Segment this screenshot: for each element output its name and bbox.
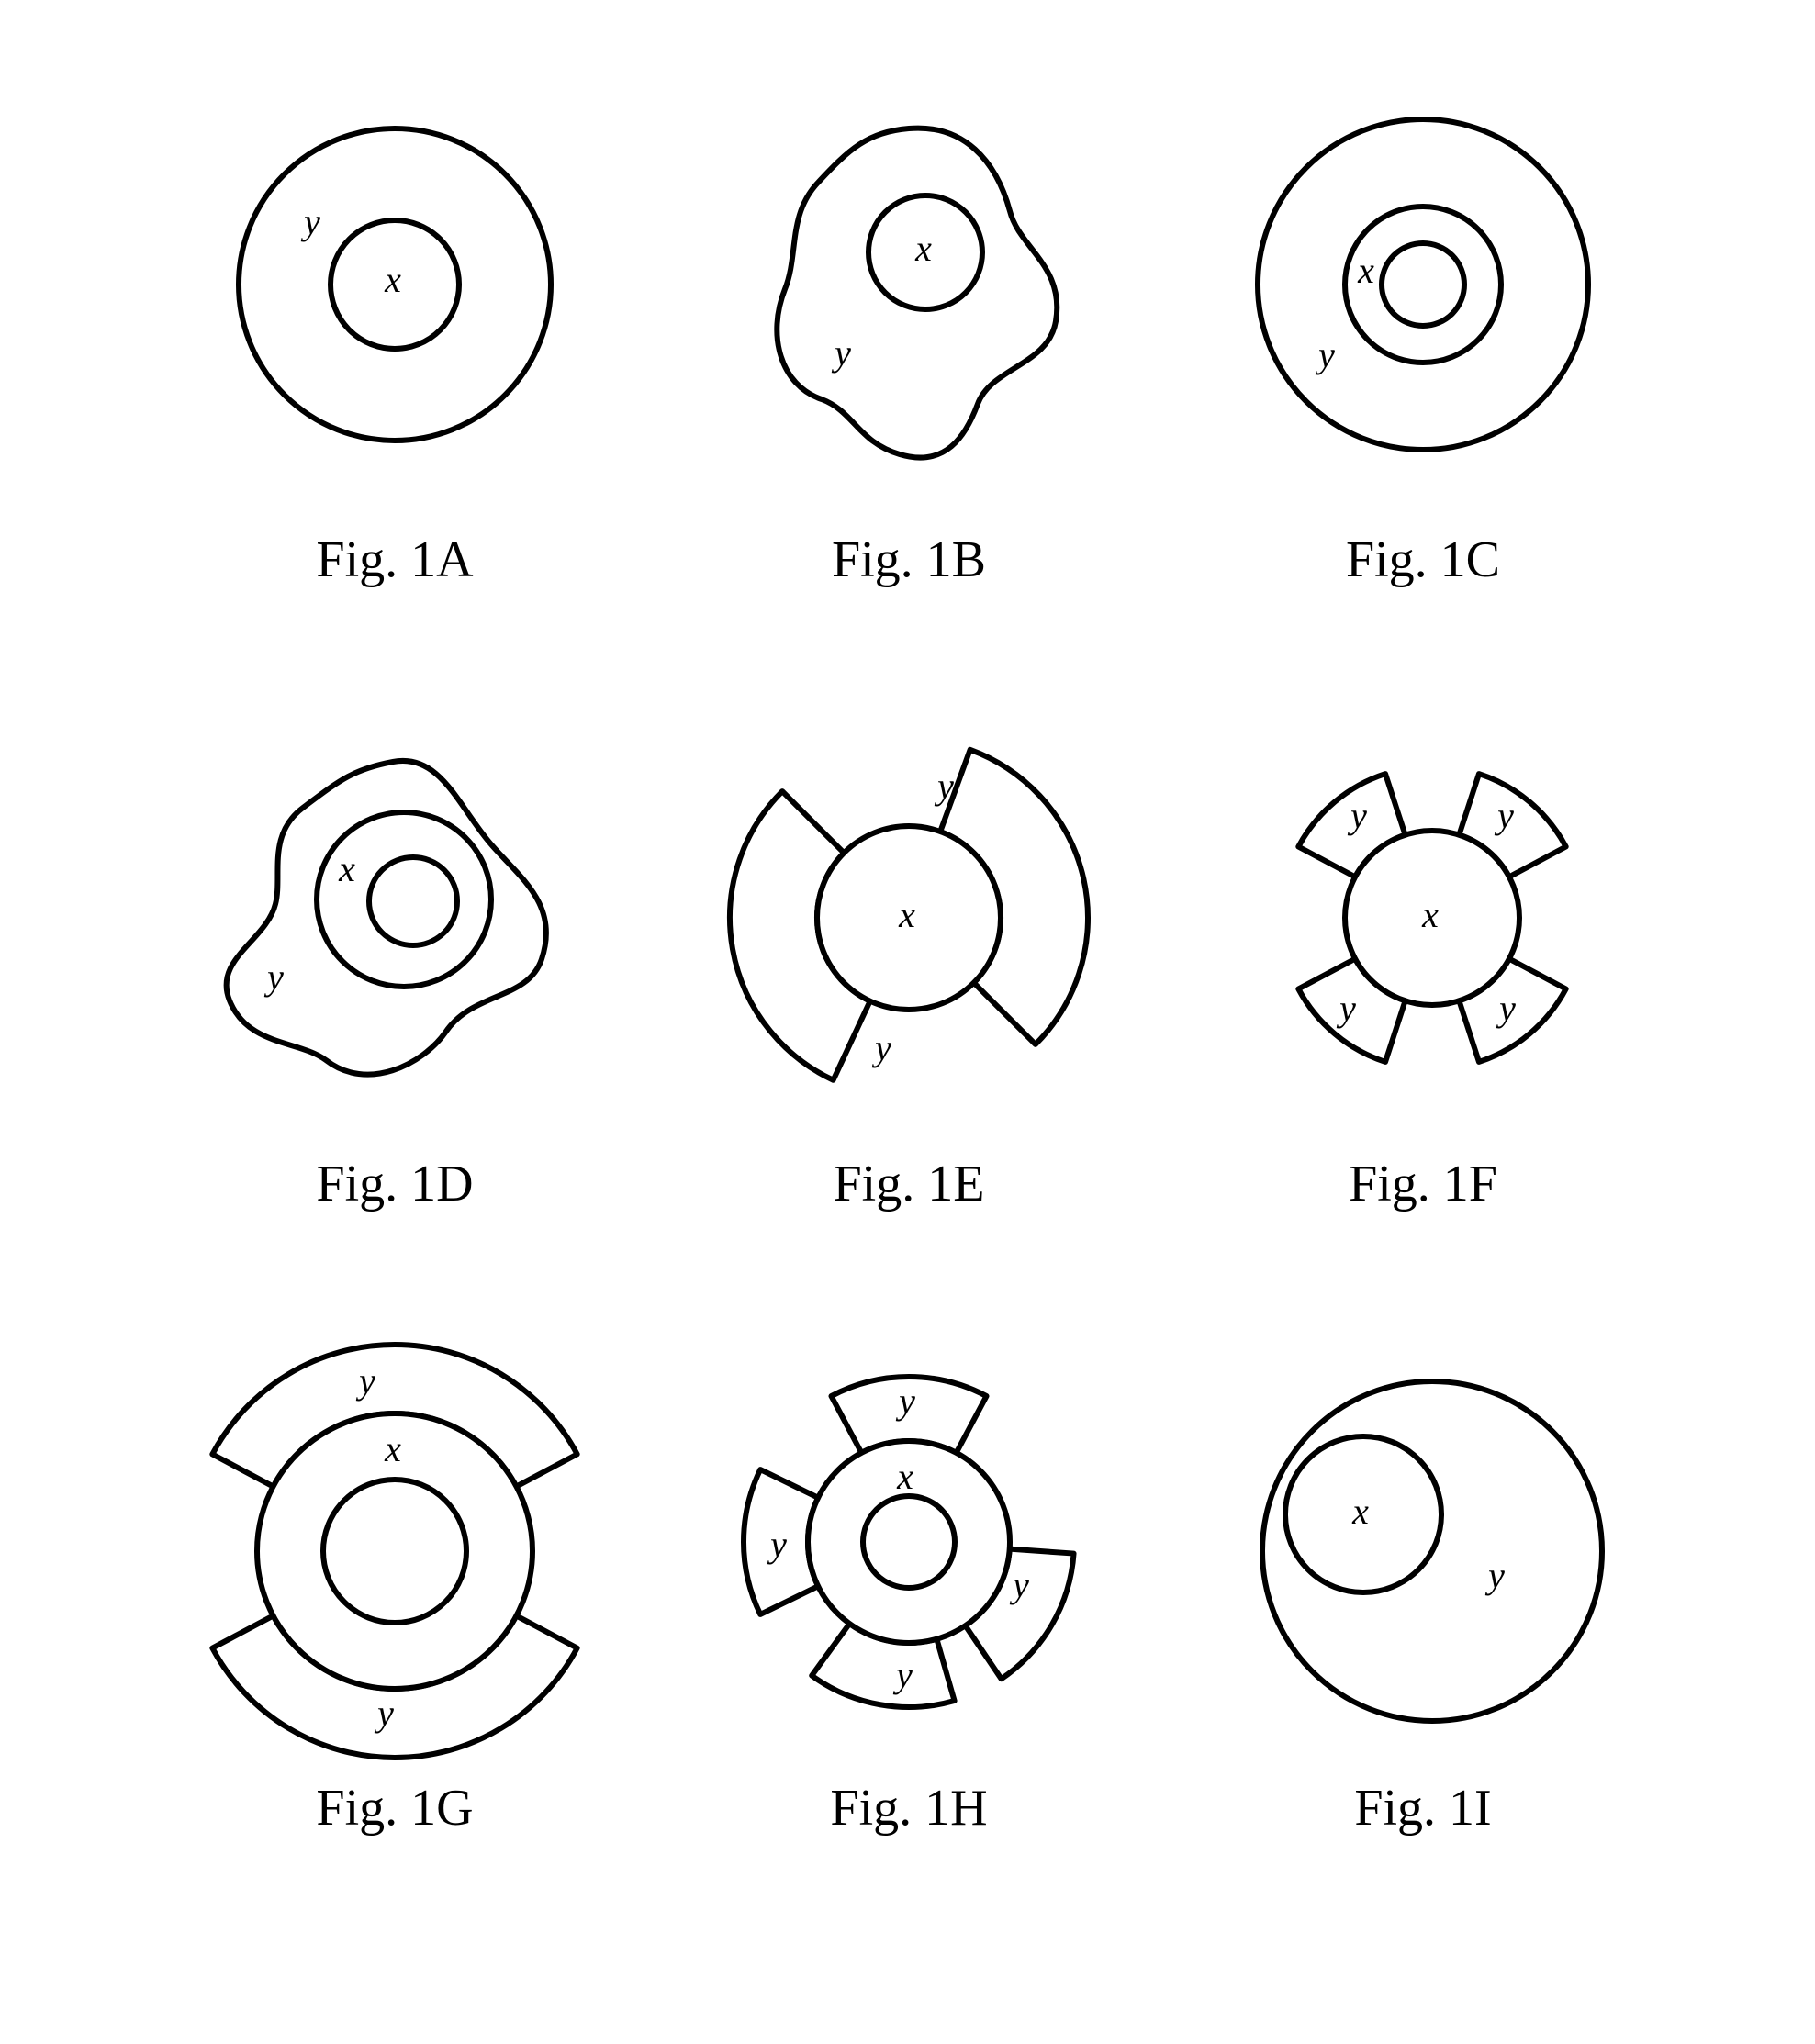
x-label: x	[898, 894, 915, 935]
caption-1f: Fig. 1F	[1349, 1155, 1497, 1213]
y-label: y	[892, 1654, 913, 1695]
figwrap-1c: xy	[1184, 73, 1662, 514]
x-label: x	[896, 1456, 913, 1497]
y-label: y	[355, 1360, 375, 1402]
x-label: x	[1351, 1491, 1369, 1532]
cell-fig-1a: yx Fig. 1A	[138, 73, 652, 698]
figwrap-1h: yxyyy	[670, 1322, 1148, 1762]
x-label: x	[384, 1428, 401, 1469]
fig-1g-svg: yxy	[156, 1322, 633, 1762]
y-label: y	[767, 1524, 787, 1565]
fig-1i-svg: xy	[1184, 1322, 1662, 1762]
cell-fig-1e: y x y Fig. 1E	[652, 698, 1166, 1322]
y-label: y	[1009, 1564, 1029, 1605]
cell-fig-1b: xy Fig. 1B	[652, 73, 1166, 698]
y-label: y	[1336, 988, 1356, 1029]
x-label: x	[1421, 894, 1439, 935]
cell-fig-1h: yxyyy Fig. 1H	[652, 1322, 1166, 1946]
cell-fig-1c: xy Fig. 1C	[1166, 73, 1680, 698]
caption-1g: Fig. 1G	[316, 1779, 473, 1837]
caption-1c: Fig. 1C	[1346, 531, 1500, 589]
x-label: x	[914, 228, 932, 269]
figwrap-1g: yxy	[156, 1322, 633, 1762]
y-label: y	[1347, 795, 1367, 836]
fig-1d-svg: xy	[156, 698, 633, 1138]
fig-1c-svg: xy	[1184, 73, 1662, 514]
figwrap-1d: xy	[156, 698, 633, 1138]
y-label: y	[871, 1027, 891, 1068]
caption-1i: Fig. 1I	[1354, 1779, 1491, 1837]
figure-grid: yx Fig. 1A xy Fig. 1B xy Fig. 1C	[138, 73, 1680, 1946]
cell-fig-1g: yxy Fig. 1G	[138, 1322, 652, 1946]
cell-fig-1d: xy Fig. 1D	[138, 698, 652, 1322]
y-label: y	[1484, 1555, 1505, 1596]
caption-1b: Fig. 1B	[832, 531, 986, 589]
caption-1a: Fig. 1A	[316, 531, 473, 589]
y-label: y	[934, 765, 954, 807]
y-label: y	[1494, 795, 1514, 836]
fig-1e-svg: y x y	[670, 698, 1148, 1138]
y-label: y	[374, 1692, 394, 1734]
x-label: x	[338, 848, 355, 889]
fig-1f-svg: y y x y y	[1184, 698, 1662, 1138]
figwrap-1f: y y x y y	[1184, 698, 1662, 1138]
fig-1a-svg: yx	[156, 73, 633, 514]
cell-fig-1i: xy Fig. 1I	[1166, 1322, 1680, 1946]
y-label: y	[300, 201, 320, 242]
y-label: y	[1496, 988, 1516, 1029]
fig-1b-svg: xy	[670, 73, 1148, 514]
y-label: y	[895, 1380, 915, 1422]
figure-page: yx Fig. 1A xy Fig. 1B xy Fig. 1C	[0, 0, 1815, 2044]
x-label: x	[1357, 250, 1374, 291]
caption-1e: Fig. 1E	[834, 1155, 985, 1213]
fig-1h-svg: yxyyy	[670, 1322, 1148, 1762]
x-label: x	[384, 259, 401, 300]
figwrap-1b: xy	[670, 73, 1148, 514]
figwrap-1e: y x y	[670, 698, 1148, 1138]
cell-fig-1f: y y x y y Fig. 1F	[1166, 698, 1680, 1322]
y-label: y	[831, 332, 851, 374]
caption-1d: Fig. 1D	[316, 1155, 473, 1213]
y-label: y	[1315, 334, 1335, 375]
caption-1h: Fig. 1H	[830, 1779, 987, 1837]
figwrap-1i: xy	[1184, 1322, 1662, 1762]
figwrap-1a: yx	[156, 73, 633, 514]
y-label: y	[263, 956, 284, 998]
